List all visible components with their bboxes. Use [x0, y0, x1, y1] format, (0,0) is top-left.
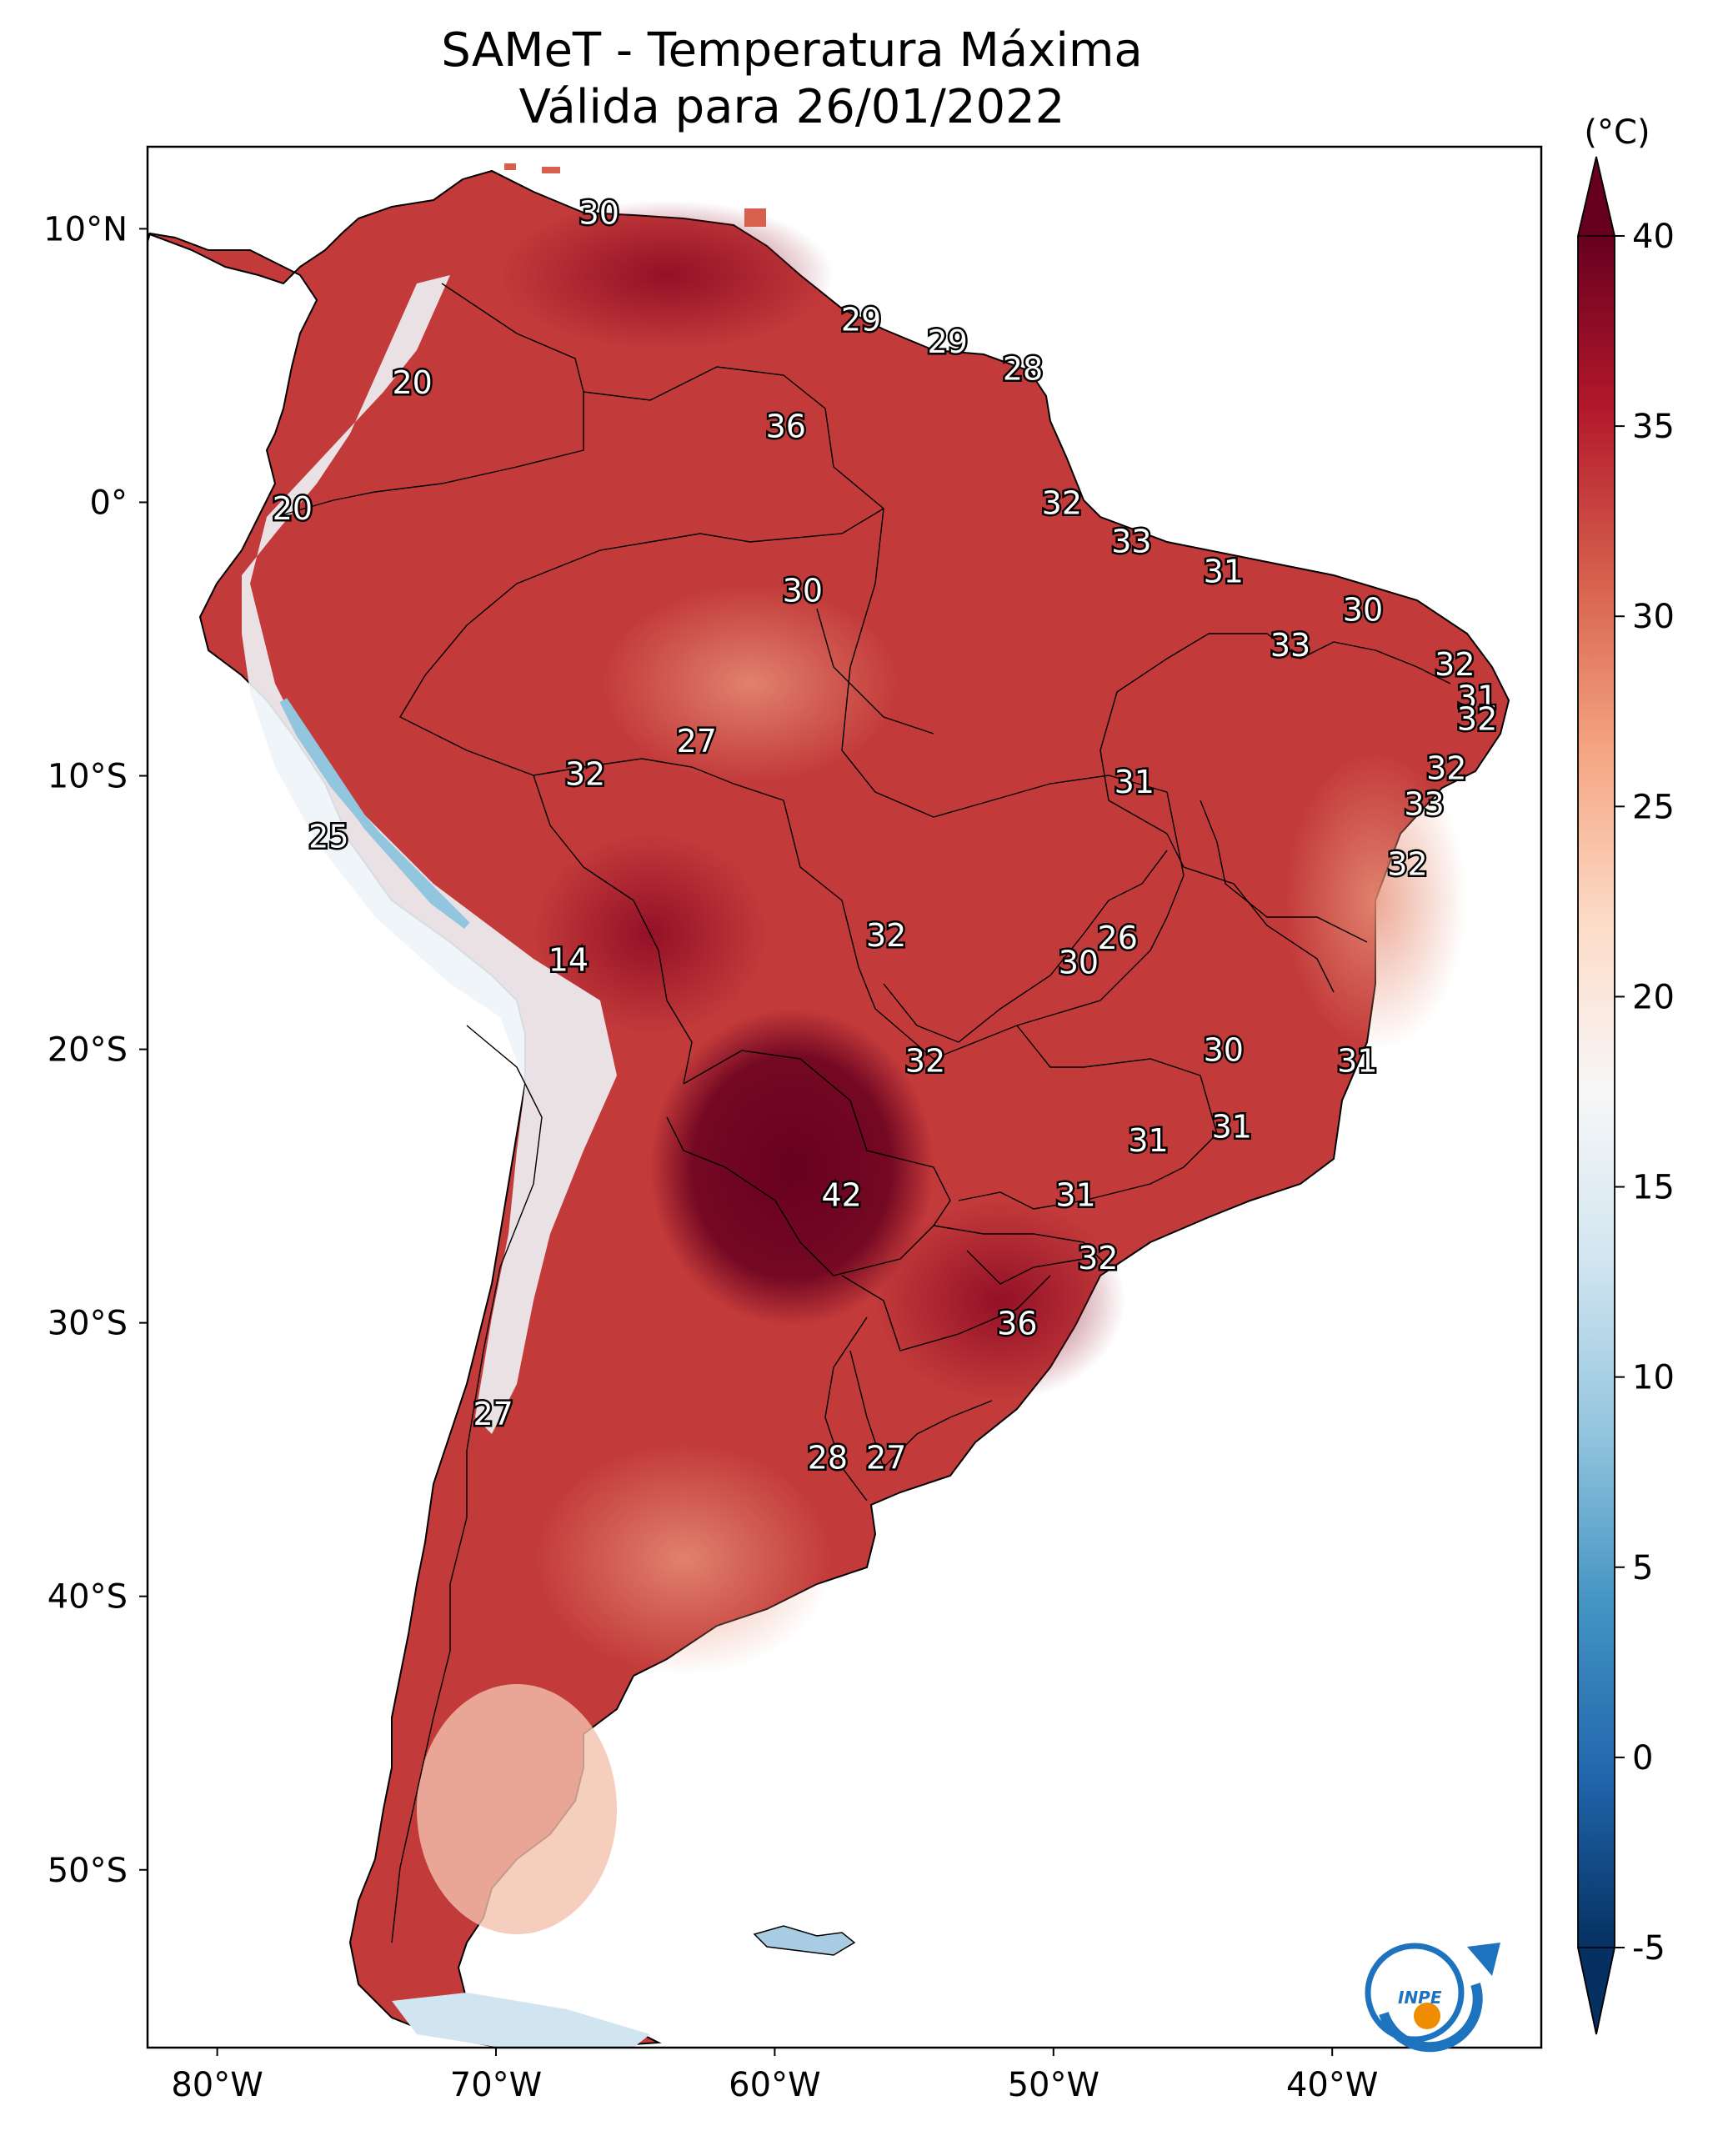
temperature-label: 31	[1457, 679, 1497, 715]
colorbar-bar	[1578, 236, 1615, 1948]
temperature-label: 25	[308, 819, 348, 855]
temperature-label: 32	[1387, 846, 1427, 883]
caribbean-islet	[504, 163, 516, 170]
temperature-label: 31	[1204, 553, 1244, 589]
temperature-label: 28	[808, 1439, 848, 1476]
lat-tick-label: 10°N	[43, 210, 128, 248]
temperature-label: 30	[783, 572, 823, 609]
temperature-label: 27	[473, 1396, 513, 1432]
colorbar-tick-label: 20	[1632, 978, 1675, 1016]
temperature-label: 27	[677, 723, 717, 760]
logo-dot	[1414, 2003, 1440, 2029]
logo-ring	[1365, 1943, 1465, 2043]
temperature-label: 32	[1426, 750, 1466, 787]
colorbar-tick-label: 30	[1632, 598, 1675, 636]
andes-blue-core	[279, 698, 470, 929]
temperature-label: 31	[1128, 1122, 1168, 1159]
temperature-label: 31	[1114, 764, 1155, 800]
temperature-label: 33	[1111, 523, 1151, 559]
colorbar-min-extend	[1577, 1947, 1615, 2035]
latitude-axis: 10°N 0° 10°S 20°S 30°S 40°S 50°S	[43, 210, 148, 1890]
figure-subtitle: Válida para 26/01/2022	[518, 80, 1065, 134]
temperature-label: 20	[393, 364, 433, 401]
warm-amazon	[600, 584, 900, 784]
logo-arrow	[1467, 1943, 1500, 1976]
figure-title: SAMeT - Temperatura Máxima	[441, 23, 1143, 78]
temperature-label: 29	[928, 323, 968, 360]
hotspot-chaco	[650, 1009, 934, 1326]
temperature-label: 29	[841, 302, 881, 338]
logo-text: INPE	[1398, 1988, 1442, 2008]
temperature-label: 32	[1457, 701, 1497, 738]
lat-tick-label: 50°S	[48, 1852, 128, 1890]
colorbar-ticks: 40 35 30 25 20 15 10 5 0 -5	[1615, 218, 1675, 1968]
longitude-axis: 80°W 70°W 60°W 50°W 40°W	[171, 2048, 1378, 2104]
temperature-label: 33	[1270, 627, 1310, 664]
temperature-label: 32	[1078, 1240, 1118, 1276]
lon-tick-label: 40°W	[1286, 2066, 1378, 2104]
temperature-label: 36	[997, 1306, 1037, 1342]
colorbar-tick-label: 10	[1632, 1359, 1675, 1397]
colorbar-tick-label: 15	[1632, 1169, 1675, 1207]
temperature-label: 32	[905, 1043, 945, 1080]
falkland-islands	[753, 1925, 856, 1956]
inpe-logo: INPE	[1365, 1943, 1500, 2053]
temperature-label: 31	[1212, 1108, 1252, 1145]
temperature-label: 26	[1098, 920, 1138, 956]
temperature-label: 30	[1204, 1032, 1244, 1069]
logo-swoosh	[1379, 1983, 1483, 2053]
colorbar-max-extend	[1577, 156, 1615, 237]
lat-tick-label: 20°S	[48, 1031, 128, 1070]
colorbar-unit: (°C)	[1584, 113, 1650, 152]
map-frame	[146, 145, 1543, 2049]
warm-pampas	[533, 1442, 834, 1676]
temperature-label: 31	[1337, 1043, 1377, 1080]
temperature-label: 32	[565, 755, 605, 792]
lat-tick-label: 10°S	[48, 758, 128, 796]
temperature-label: 14	[548, 941, 589, 978]
lon-tick-label: 70°W	[450, 2066, 542, 2104]
colorbar-tick-label: 40	[1632, 218, 1675, 256]
andes-cool-strip	[242, 275, 617, 1434]
colorbar: (°C) 40 35 30 25 20 15 10 5 0 -5	[1577, 113, 1675, 2035]
hotspot-south-brazil	[875, 1201, 1125, 1401]
trinidad-island	[744, 208, 766, 227]
lon-tick-label: 80°W	[171, 2066, 263, 2104]
lon-tick-label: 60°W	[729, 2066, 820, 2104]
colorbar-tick-label: -5	[1632, 1929, 1665, 1968]
lat-tick-label: 0°	[90, 484, 128, 522]
temperature-label: 32	[1042, 484, 1082, 521]
temperature-label: 33	[1404, 785, 1444, 822]
temperature-label: 20	[273, 490, 313, 527]
temperature-label: 42	[821, 1176, 861, 1213]
temperature-label: 30	[1059, 945, 1099, 981]
temperature-label: 27	[866, 1439, 906, 1476]
caribbean-islet	[542, 167, 560, 173]
temperature-label: 28	[1003, 351, 1043, 388]
warm-bahia	[1284, 750, 1467, 1050]
hotspot-venezuela	[500, 200, 834, 350]
warm-patagonia	[417, 1684, 617, 1934]
political-borders	[274, 283, 1451, 1943]
colorbar-tick-label: 25	[1632, 788, 1675, 826]
temperature-label: 32	[866, 917, 906, 954]
lat-tick-label: 40°S	[48, 1578, 128, 1617]
temperature-label: 30	[579, 195, 619, 232]
temperature-label: 32	[1435, 646, 1475, 683]
temperature-label: 36	[766, 409, 806, 445]
colorbar-tick-label: 5	[1632, 1549, 1653, 1587]
tierra-del-fuego-cool	[392, 1993, 650, 2048]
colorbar-tick-label: 0	[1632, 1739, 1653, 1777]
lon-tick-label: 50°W	[1008, 2066, 1099, 2104]
colorbar-tick-label: 35	[1632, 408, 1675, 446]
lat-tick-label: 30°S	[48, 1305, 128, 1343]
temperature-label: 30	[1343, 591, 1383, 628]
temperature-label: 31	[1055, 1176, 1095, 1213]
